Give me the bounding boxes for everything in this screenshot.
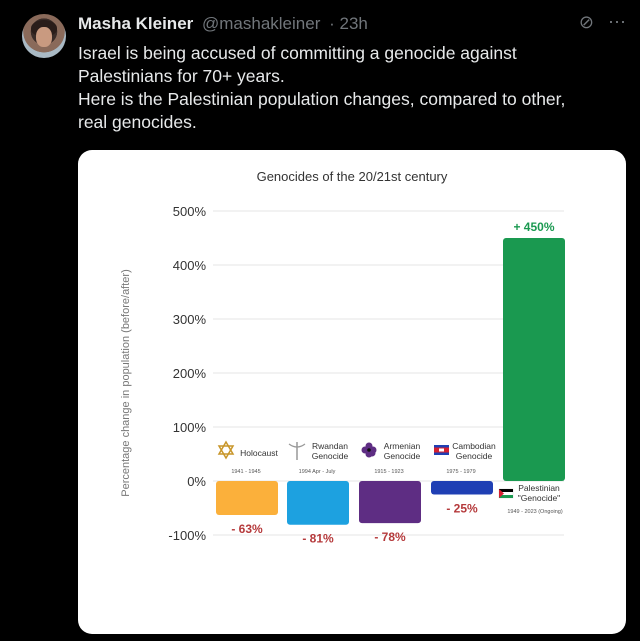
forget-me-not-icon xyxy=(361,446,369,454)
y-tick-label: 200% xyxy=(173,366,207,381)
grok-icon[interactable]: ⊘ xyxy=(578,12,594,32)
tweet-header: Masha Kleiner @mashakleiner · 23h xyxy=(78,14,368,34)
category-label: Genocide xyxy=(456,451,493,461)
category-label: Rwandan xyxy=(312,441,348,451)
tweet-line: Palestinians for 70+ years. xyxy=(78,66,285,86)
chart: 500% 400% 300% 200% 100% 0% -100% Percentage ch… xyxy=(120,204,565,546)
tweet-actions: ⊘ ⋯ xyxy=(579,12,626,33)
bar-value-label: - 25% xyxy=(446,502,478,516)
star-of-david-icon xyxy=(217,440,235,460)
media-image[interactable]: Genocides of the 20/21st century 500% 400… xyxy=(78,150,626,634)
category-label: Genocide xyxy=(384,451,421,461)
cambodia-flag-temple xyxy=(439,448,444,452)
bar xyxy=(503,238,565,481)
y-axis-label: Percentage change in population (before/… xyxy=(120,269,132,497)
y-tick-label: 300% xyxy=(173,312,207,327)
bar xyxy=(359,481,421,524)
category-years: 1975 - 1979 xyxy=(446,469,475,475)
category-label: Palestinian xyxy=(518,483,560,493)
tweet-line: Here is the Palestinian population chang… xyxy=(78,89,566,109)
y-tick-label: 0% xyxy=(187,474,206,489)
bar-value-label: - 78% xyxy=(374,530,406,544)
category-years: 1915 - 1923 xyxy=(374,469,403,475)
bar xyxy=(287,481,349,525)
category-label: Cambodian xyxy=(452,441,496,451)
forget-me-not-center xyxy=(367,448,371,452)
caduceus-wings xyxy=(288,443,306,448)
y-tick-label: 500% xyxy=(173,204,207,219)
category-label: "Genocide" xyxy=(518,493,560,503)
bar-value-label: - 63% xyxy=(231,522,263,536)
timestamp[interactable]: · 23h xyxy=(329,14,368,33)
bar xyxy=(431,481,493,495)
category-years: 1941 - 1945 xyxy=(231,469,260,475)
category-label: Holocaust xyxy=(240,448,278,458)
palestine-flag-red xyxy=(499,489,504,498)
palestine-flag-black xyxy=(499,489,513,492)
tweet-line: Israel is being accused of committing a … xyxy=(78,43,517,63)
category-years: 1949 - 2023 (Ongoing) xyxy=(507,509,563,515)
bar-value-label: - 81% xyxy=(302,532,334,546)
category-years: 1994 Apr - July xyxy=(299,469,336,475)
more-icon[interactable]: ⋯ xyxy=(608,12,626,32)
author-name[interactable]: Masha Kleiner xyxy=(78,14,194,33)
chart-title: Genocides of the 20/21st century xyxy=(256,169,448,184)
author-handle[interactable]: @mashakleiner xyxy=(202,14,321,33)
y-tick-label: 400% xyxy=(173,258,207,273)
palestine-flag-green xyxy=(499,495,513,498)
tweet-text: Israel is being accused of committing a … xyxy=(78,42,623,134)
tweet-line: real genocides. xyxy=(78,112,197,132)
y-tick-label: 100% xyxy=(173,420,207,435)
bar xyxy=(216,481,278,516)
category-label: Genocide xyxy=(312,451,349,461)
bar-value-label: + 450% xyxy=(513,220,554,234)
category-label: Armenian xyxy=(384,441,421,451)
avatar[interactable] xyxy=(22,14,66,58)
y-tick-label: -100% xyxy=(168,528,206,543)
